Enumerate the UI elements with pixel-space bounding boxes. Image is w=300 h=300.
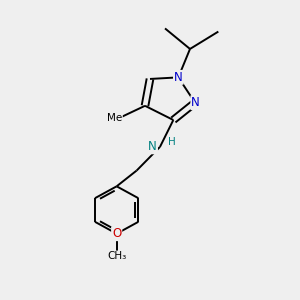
- Text: N: N: [148, 140, 157, 153]
- Text: N: N: [174, 71, 183, 84]
- Text: H: H: [168, 137, 176, 147]
- Text: N: N: [191, 96, 200, 109]
- Text: O: O: [112, 227, 121, 240]
- Text: Me: Me: [107, 113, 122, 123]
- Text: CH₃: CH₃: [107, 251, 126, 261]
